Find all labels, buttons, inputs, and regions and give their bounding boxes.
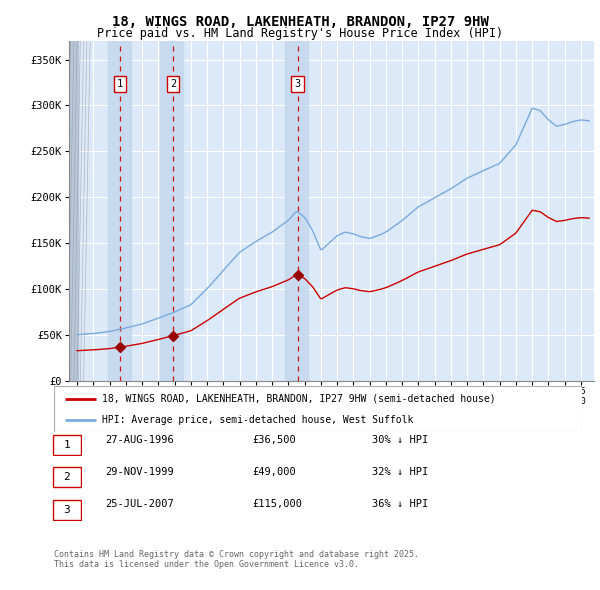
Text: 2: 2 (170, 78, 176, 88)
Text: 2: 2 (63, 473, 70, 482)
Text: 3: 3 (295, 78, 301, 88)
Text: HPI: Average price, semi-detached house, West Suffolk: HPI: Average price, semi-detached house,… (101, 415, 413, 425)
Text: £115,000: £115,000 (252, 500, 302, 509)
Text: 29-NOV-1999: 29-NOV-1999 (105, 467, 174, 477)
Text: Price paid vs. HM Land Registry's House Price Index (HPI): Price paid vs. HM Land Registry's House … (97, 27, 503, 40)
Bar (160, 41, 183, 381)
Text: 36% ↓ HPI: 36% ↓ HPI (372, 500, 428, 509)
Bar (69, 41, 79, 381)
Text: 18, WINGS ROAD, LAKENHEATH, BRANDON, IP27 9HW: 18, WINGS ROAD, LAKENHEATH, BRANDON, IP2… (112, 15, 488, 30)
Text: 3: 3 (63, 505, 70, 514)
Text: 25-JUL-2007: 25-JUL-2007 (105, 500, 174, 509)
Text: 32% ↓ HPI: 32% ↓ HPI (372, 467, 428, 477)
Text: 1: 1 (117, 78, 124, 88)
Text: Contains HM Land Registry data © Crown copyright and database right 2025.
This d: Contains HM Land Registry data © Crown c… (54, 550, 419, 569)
Bar (285, 41, 308, 381)
Text: 30% ↓ HPI: 30% ↓ HPI (372, 435, 428, 444)
Bar (108, 41, 131, 381)
Text: 18, WINGS ROAD, LAKENHEATH, BRANDON, IP27 9HW (semi-detached house): 18, WINGS ROAD, LAKENHEATH, BRANDON, IP2… (101, 394, 495, 404)
Text: 1: 1 (63, 440, 70, 450)
Text: 27-AUG-1996: 27-AUG-1996 (105, 435, 174, 444)
Text: £36,500: £36,500 (252, 435, 296, 444)
Text: £49,000: £49,000 (252, 467, 296, 477)
